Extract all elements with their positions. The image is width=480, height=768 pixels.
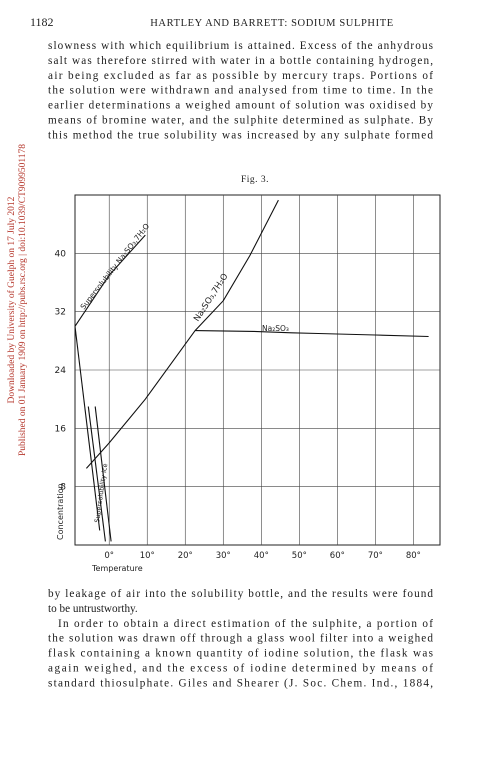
curve [74,326,101,531]
x-tick-label: 60° [330,551,345,561]
text-line: earlier determinations a weighed amount … [48,100,433,112]
running-title: HARTLEY AND BARRETT: SODIUM SULPHITE [150,18,393,29]
text-line: means of bromine water, and the sulphite… [48,115,433,127]
x-tick-label: 30° [216,551,231,561]
text-line: In order to obtain a direct estimation o… [58,618,433,630]
text-line: the solution was drawn off through a gla… [48,633,433,645]
text-line: this method the true solubility was incr… [48,129,433,141]
text-line: to be untrustworthy. [48,603,138,615]
text-line: flask containing a known quantity of iod… [48,648,433,660]
text-line: air being excluded as far as possible by… [48,70,433,82]
y-axis-label: Concentration [56,483,65,540]
curve [195,330,429,338]
curve [94,406,112,542]
watermark: Published on 01 January 1909 on http://p… [18,144,28,456]
x-tick-label: 0° [104,551,114,561]
curve [87,406,106,542]
x-tick-label: 10° [140,551,155,561]
curve [74,234,146,327]
page-number: 1182 [30,15,54,29]
curve-label: Na₂SO₃ [262,324,289,333]
figure-caption: Fig. 3. [241,175,269,185]
x-axis-label: Temperature [91,564,143,573]
text-line: by leakage of air into the solubility bo… [48,588,433,600]
x-tick-label: 40° [254,551,269,561]
text-line: standard thiosulphate. Giles and Shearer… [48,677,433,689]
x-tick-label: 80° [406,551,421,561]
text-line: the solution were withdrawn and analysed… [48,85,433,97]
y-tick-label: 8 [60,483,66,493]
text-line: again weighed, and the excess of iodine … [48,663,433,675]
y-tick-label: 24 [55,366,67,376]
x-tick-label: 70° [368,551,383,561]
text-line: salt was therefore stirred with water in… [48,55,433,67]
x-tick-label: 50° [292,551,307,561]
y-tick-label: 32 [55,308,66,318]
watermark: Downloaded by University of Guelph on 17… [6,196,17,403]
x-tick-label: 20° [178,551,193,561]
y-tick-label: 16 [55,424,67,434]
text-line: slowness with which equilibrium is attai… [48,40,433,52]
y-tick-label: 40 [55,249,67,259]
